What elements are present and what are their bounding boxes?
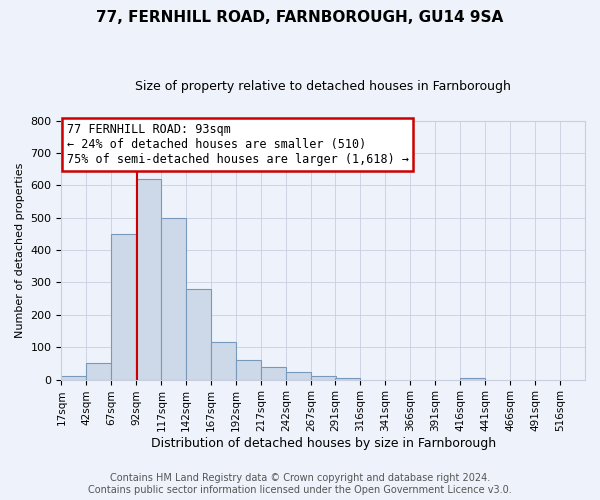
Text: 77, FERNHILL ROAD, FARNBOROUGH, GU14 9SA: 77, FERNHILL ROAD, FARNBOROUGH, GU14 9SA <box>97 10 503 25</box>
Bar <box>61 376 86 380</box>
Bar <box>86 364 112 380</box>
Bar <box>460 378 485 380</box>
Bar <box>286 372 311 380</box>
Bar <box>161 218 187 380</box>
Bar <box>112 234 136 380</box>
Text: 77 FERNHILL ROAD: 93sqm
← 24% of detached houses are smaller (510)
75% of semi-d: 77 FERNHILL ROAD: 93sqm ← 24% of detache… <box>67 123 409 166</box>
Y-axis label: Number of detached properties: Number of detached properties <box>15 162 25 338</box>
Bar <box>261 368 286 380</box>
Bar <box>187 289 211 380</box>
Bar <box>236 360 261 380</box>
X-axis label: Distribution of detached houses by size in Farnborough: Distribution of detached houses by size … <box>151 437 496 450</box>
Bar <box>136 179 161 380</box>
Title: Size of property relative to detached houses in Farnborough: Size of property relative to detached ho… <box>135 80 511 93</box>
Bar <box>211 342 236 380</box>
Bar <box>335 378 360 380</box>
Text: Contains HM Land Registry data © Crown copyright and database right 2024.
Contai: Contains HM Land Registry data © Crown c… <box>88 474 512 495</box>
Bar <box>311 376 336 380</box>
